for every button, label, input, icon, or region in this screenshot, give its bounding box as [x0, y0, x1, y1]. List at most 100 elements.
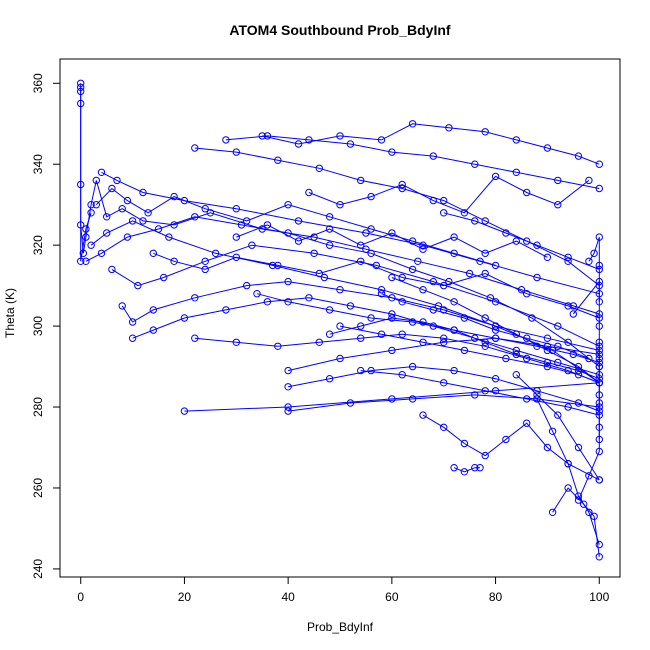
data-point: [595, 375, 603, 383]
data-point: [595, 435, 603, 444]
data-point: [595, 476, 603, 484]
data-point: [450, 326, 458, 334]
data-point: [408, 395, 417, 403]
data-point: [408, 265, 417, 274]
data-point: [398, 180, 406, 189]
data-point: [398, 371, 406, 379]
data-point: [585, 472, 593, 480]
data-point: [481, 217, 489, 225]
y-tick-label: 320: [31, 235, 45, 255]
data-point: [398, 330, 406, 338]
data-point: [170, 257, 178, 265]
series-1: [82, 213, 603, 371]
data-point: [87, 201, 95, 209]
data-point: [284, 407, 292, 415]
data-point: [372, 261, 380, 270]
series-5: [258, 120, 603, 168]
data-point: [408, 318, 417, 326]
data-point: [481, 249, 489, 258]
x-tick-label: 0: [77, 590, 84, 604]
data-point: [388, 294, 396, 302]
data-point: [377, 290, 386, 298]
data-point: [491, 298, 500, 306]
series-line: [422, 414, 600, 481]
data-point: [77, 257, 85, 265]
data-point: [460, 209, 469, 217]
series-line: [184, 382, 600, 412]
data-point: [512, 350, 520, 359]
data-point: [450, 366, 458, 375]
data-point: [585, 354, 593, 363]
data-point: [357, 241, 365, 249]
data-point: [523, 237, 531, 245]
data-point: [325, 225, 334, 233]
data-point: [460, 468, 469, 476]
data-point: [367, 249, 375, 258]
x-tick-label: 100: [589, 590, 609, 604]
series-32: [325, 314, 603, 383]
series-line: [85, 216, 600, 367]
series-line: [536, 398, 600, 545]
x-tick-label: 40: [281, 590, 295, 604]
series-23: [548, 484, 603, 561]
data-point: [357, 334, 365, 342]
data-point: [491, 261, 500, 270]
data-point: [450, 233, 458, 241]
data-point: [481, 387, 489, 395]
data-point: [398, 298, 406, 306]
data-point: [97, 168, 106, 177]
data-point: [87, 241, 95, 249]
data-point: [305, 136, 313, 144]
data-point: [315, 338, 323, 346]
data-point: [595, 298, 603, 306]
series-13: [128, 294, 603, 379]
series-line: [287, 337, 600, 372]
data-point: [595, 553, 603, 561]
data-point: [222, 306, 230, 314]
data-point: [491, 387, 500, 395]
series-layer: [77, 79, 603, 561]
x-axis-label: Prob_BdyInf: [307, 620, 374, 634]
chart-title: ATOM4 Southbound Prob_BdyInf: [229, 22, 450, 38]
data-point: [191, 294, 199, 302]
data-point: [512, 346, 520, 355]
data-point: [564, 257, 572, 265]
series-6: [97, 168, 603, 298]
data-point: [284, 403, 292, 411]
series-0: [77, 83, 603, 318]
data-point: [491, 326, 500, 334]
data-point: [533, 241, 541, 249]
series-line: [329, 317, 600, 380]
data-point: [523, 290, 531, 298]
data-point: [548, 427, 557, 435]
data-point: [543, 362, 552, 371]
data-point: [128, 217, 137, 225]
data-point: [481, 128, 489, 136]
data-point: [82, 225, 90, 233]
data-point: [346, 399, 355, 407]
data-point: [248, 241, 256, 249]
data-point: [118, 302, 126, 310]
data-point: [357, 322, 365, 330]
data-point: [481, 269, 489, 278]
data-point: [284, 298, 292, 306]
data-point: [180, 407, 189, 415]
data-point: [585, 257, 593, 265]
data-point: [523, 334, 531, 342]
data-point: [180, 314, 189, 322]
data-point: [554, 411, 562, 419]
data-point: [440, 334, 448, 342]
data-point: [590, 249, 598, 258]
data-point: [128, 318, 137, 326]
series-line: [288, 366, 600, 412]
series-22: [533, 395, 603, 549]
data-point: [336, 286, 344, 294]
data-point: [408, 362, 417, 371]
data-point: [554, 322, 562, 330]
data-point: [595, 184, 603, 193]
data-point: [367, 366, 375, 375]
data-point: [237, 221, 246, 229]
series-26: [585, 233, 603, 306]
data-point: [123, 196, 132, 205]
